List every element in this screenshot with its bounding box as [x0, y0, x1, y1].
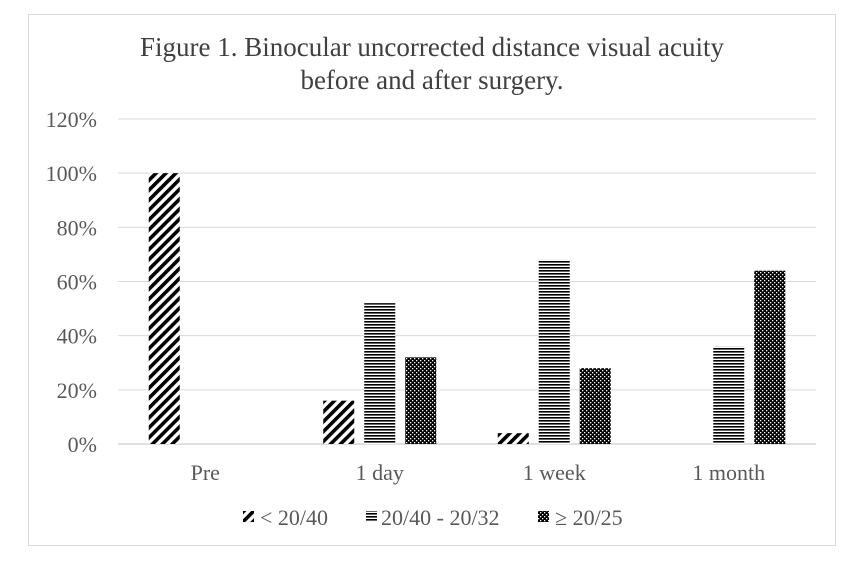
legend-swatch: [366, 511, 377, 522]
bar: [579, 368, 611, 444]
bar: [713, 346, 745, 444]
bar: [754, 270, 786, 444]
chart-title-line1: Figure 1. Binocular uncorrected distance…: [140, 32, 725, 62]
chart-title-line2: before and after surgery.: [300, 65, 563, 95]
y-tick-label: 20%: [57, 378, 97, 403]
legend-label: 20/40 - 20/32: [381, 505, 500, 530]
x-axis-categories: Pre 1 day 1 week 1 month: [191, 460, 766, 485]
bar: [364, 303, 396, 444]
gridlines: [118, 118, 816, 445]
bar: [148, 173, 180, 444]
legend: < 20/40 20/40 - 20/32 ≥ 20/25: [243, 505, 623, 530]
bar: [538, 259, 570, 444]
bar: [323, 400, 355, 444]
y-tick-label: 0%: [68, 432, 97, 457]
legend-label: ≥ 20/25: [555, 505, 623, 530]
x-category-label: Pre: [191, 460, 220, 485]
y-tick-label: 80%: [57, 215, 97, 240]
legend-swatch: [243, 511, 254, 522]
x-category-label: 1 month: [692, 460, 765, 485]
bar: [405, 357, 437, 444]
legend-swatch: [538, 511, 549, 522]
y-tick-label: 60%: [57, 270, 97, 295]
y-axis-ticks: 0% 20% 40% 60% 80% 100% 120%: [46, 107, 97, 457]
y-tick-label: 120%: [46, 107, 97, 132]
bars: [148, 173, 786, 444]
y-tick-label: 40%: [57, 324, 97, 349]
bar: [497, 433, 529, 444]
legend-label: < 20/40: [260, 505, 328, 530]
y-tick-label: 100%: [46, 161, 97, 186]
x-category-label: 1 day: [356, 460, 404, 485]
x-category-label: 1 week: [523, 460, 586, 485]
